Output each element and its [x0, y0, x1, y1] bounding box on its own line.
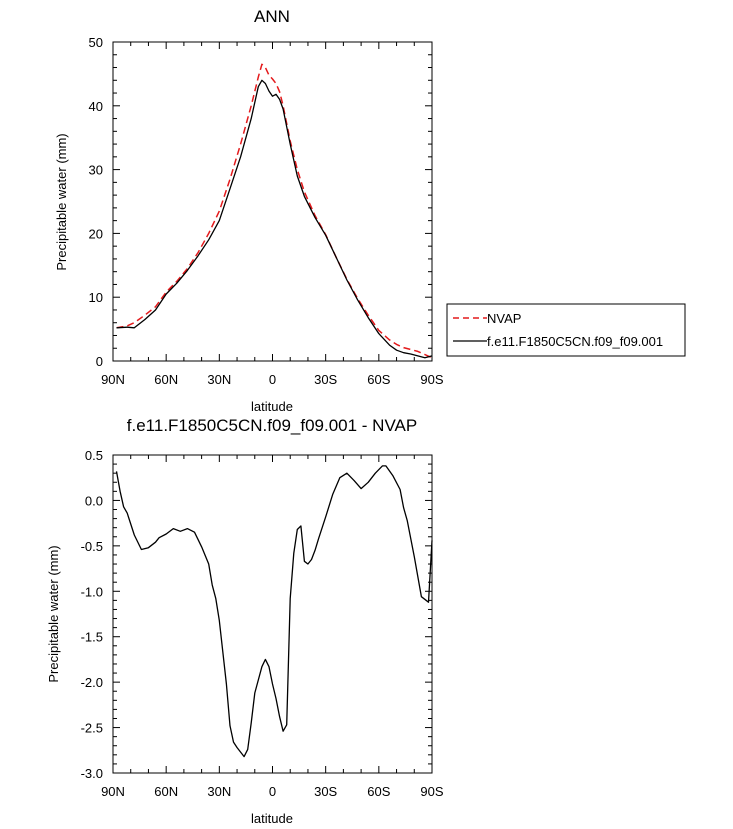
bottom-x-tick-label: 90S: [420, 784, 443, 799]
top-x-tick-label: 30S: [314, 372, 337, 387]
bottom-x-tick-label: 0: [269, 784, 276, 799]
bottom-chart-title: f.e11.F1850C5CN.f09_f09.001 - NVAP: [127, 416, 417, 435]
bottom-y-tick-label: -1.0: [81, 584, 103, 599]
top-model-series-line: [116, 79, 433, 359]
bottom-x-axis-label: latitude: [251, 811, 293, 826]
top-y-tick-label: 30: [89, 163, 103, 178]
top-plot-frame: [112, 41, 433, 362]
bottom-y-tick-label: -0.5: [81, 539, 103, 554]
top-y-tick-label: 0: [96, 354, 103, 369]
top-y-tick-label: 20: [89, 226, 103, 241]
top-y-tick-label: 10: [89, 290, 103, 305]
top-panel: ANN 90N 60N 30N 0 30S 60S 90S 0 10 20 30 40 50 Preci…: [54, 7, 444, 414]
top-x-tick-label: 30N: [207, 372, 231, 387]
bottom-axis-ticks: 90N 60N 30N 0 30S 60S 90S 0.5 0.0 -0.5 -1.0 -1.5 -2.…: [81, 448, 444, 799]
bottom-x-tick-label: 60N: [154, 784, 178, 799]
bottom-y-tick-label: -1.5: [81, 630, 103, 645]
bottom-panel: f.e11.F1850C5CN.f09_f09.001 - NVAP 90N 60…: [46, 416, 444, 826]
top-x-tick-label: 90S: [420, 372, 443, 387]
top-x-axis-label: latitude: [251, 399, 293, 414]
legend-label-model: f.e11.F1850C5CN.f09_f09.001: [487, 334, 663, 349]
bottom-y-axis-label: Precipitable water (mm): [46, 545, 61, 682]
legend: NVAP f.e11.F1850C5CN.f09_f09.001: [446, 303, 686, 357]
bottom-y-tick-label: -2.5: [81, 721, 103, 736]
top-x-tick-label: 0: [269, 372, 276, 387]
top-x-tick-label: 60S: [367, 372, 390, 387]
bottom-y-tick-label: -3.0: [81, 766, 103, 781]
bottom-x-tick-label: 60S: [367, 784, 390, 799]
bottom-difference-series-line: [115, 465, 433, 758]
bottom-x-tick-label: 30N: [207, 784, 231, 799]
bottom-y-tick-label: 0.0: [85, 493, 103, 508]
bottom-series-lines: [115, 465, 433, 758]
bottom-x-tick-label: 90N: [101, 784, 125, 799]
top-y-tick-label: 50: [89, 35, 103, 50]
top-x-tick-label: 90N: [101, 372, 125, 387]
top-series-lines: [116, 63, 433, 359]
bottom-plot-frame: [112, 454, 433, 774]
bottom-y-tick-label: -2.0: [81, 675, 103, 690]
top-y-axis-label: Precipitable water (mm): [54, 133, 69, 270]
top-nvap-series-line: [116, 63, 433, 359]
bottom-x-tick-label: 30S: [314, 784, 337, 799]
legend-box: [446, 303, 686, 357]
top-y-tick-label: 40: [89, 99, 103, 114]
top-axis-ticks: 90N 60N 30N 0 30S 60S 90S 0 10 20 30 40 50: [89, 35, 444, 387]
top-chart-title: ANN: [254, 7, 290, 26]
top-x-tick-label: 60N: [154, 372, 178, 387]
legend-label-nvap: NVAP: [487, 311, 521, 326]
bottom-y-tick-label: 0.5: [85, 448, 103, 463]
